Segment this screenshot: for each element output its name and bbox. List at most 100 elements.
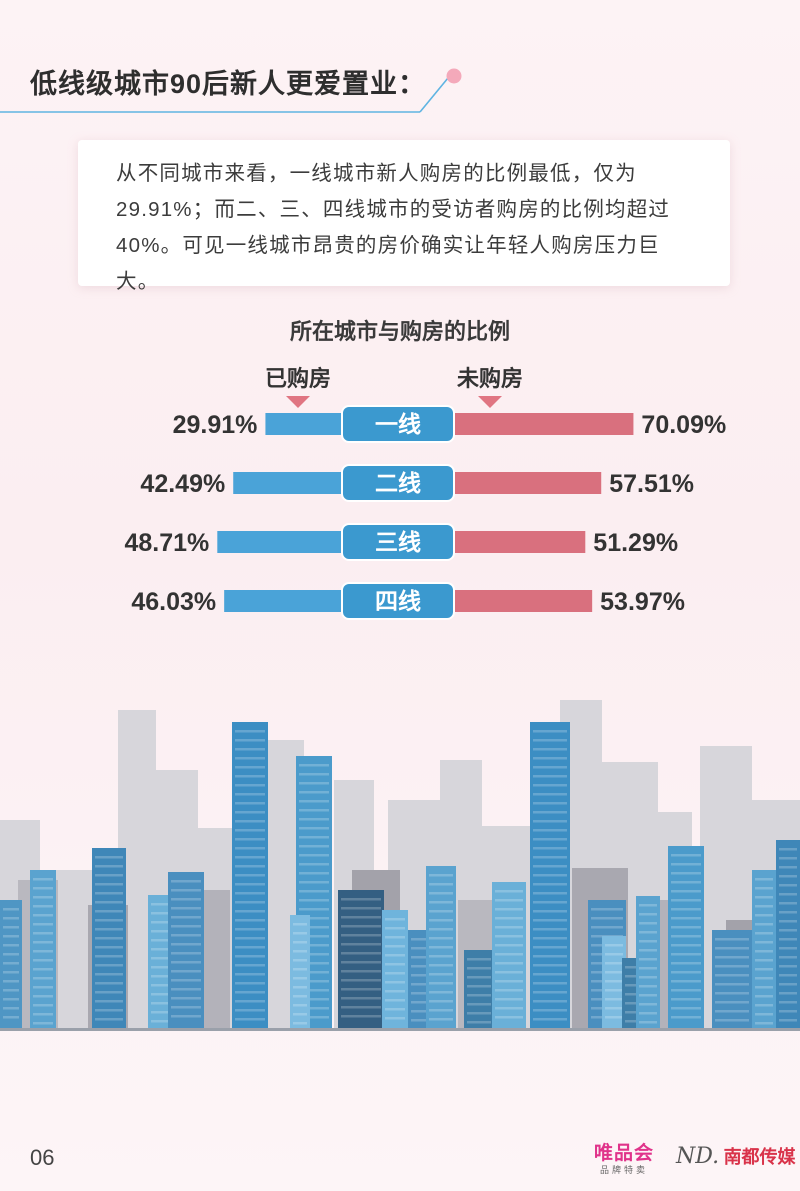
building-window: [33, 878, 53, 881]
building-window: [385, 1008, 405, 1011]
building-window: [533, 838, 567, 841]
building-window: [293, 941, 307, 944]
value-label-not-purchased: 57.51%: [609, 470, 694, 498]
value-label-not-purchased: 70.09%: [641, 411, 726, 439]
building-foreground: [426, 866, 456, 1028]
building-window: [33, 914, 53, 917]
building-window: [755, 914, 773, 917]
building-window: [235, 910, 265, 913]
value-label-not-purchased: 53.97%: [600, 588, 685, 616]
building-window: [755, 878, 773, 881]
building-window: [235, 784, 265, 787]
building-window: [33, 923, 53, 926]
building-window: [95, 928, 123, 931]
building-window: [293, 959, 307, 962]
building-window: [95, 856, 123, 859]
building-window: [495, 899, 523, 902]
building-window: [671, 1007, 701, 1010]
building-window: [533, 748, 567, 751]
building-foreground: [382, 910, 408, 1028]
building-window: [293, 950, 307, 953]
building-window: [495, 971, 523, 974]
building-window: [533, 784, 567, 787]
bar-not-purchased: [454, 472, 602, 494]
page-title: 低线级城市90后新人更爱置业：: [30, 69, 427, 99]
building-window: [33, 959, 53, 962]
building-window: [385, 1017, 405, 1020]
building-window: [171, 880, 201, 883]
building-window: [533, 802, 567, 805]
page-header: 低线级城市90后新人更爱置业：: [0, 0, 800, 130]
intro-box: 从不同城市来看，一线城市新人购房的比例最低，仅为29.91%；而二、三、四线城市…: [78, 140, 730, 293]
building-window: [495, 890, 523, 893]
building-window: [341, 1006, 381, 1009]
building-window: [429, 919, 453, 922]
building-window: [605, 962, 623, 965]
building-window: [95, 865, 123, 868]
building-window: [429, 883, 453, 886]
building-window: [385, 927, 405, 930]
building-window: [605, 971, 623, 974]
building-foreground: [668, 846, 704, 1028]
building-window: [715, 1010, 749, 1013]
building-window: [95, 892, 123, 895]
building-window: [533, 892, 567, 895]
building-window: [299, 773, 329, 776]
building-foreground: [30, 870, 56, 1028]
building-window: [495, 989, 523, 992]
category-label: 一线: [375, 411, 421, 437]
building-window: [533, 964, 567, 967]
header-decoration: [0, 68, 462, 113]
building-window: [639, 1003, 657, 1006]
building-window: [171, 997, 201, 1000]
building-window: [639, 913, 657, 916]
building-window: [467, 1021, 491, 1024]
building-window: [299, 836, 329, 839]
value-label-purchased: 29.91%: [173, 411, 258, 439]
vip-logo-tagline: 品牌特卖: [600, 1165, 649, 1175]
building-window: [779, 866, 797, 869]
value-label-purchased: 46.03%: [131, 588, 216, 616]
building-window: [755, 905, 773, 908]
building-window: [429, 964, 453, 967]
value-label-purchased: 42.49%: [140, 470, 225, 498]
building-window: [341, 907, 381, 910]
building-window: [385, 972, 405, 975]
building-window: [341, 943, 381, 946]
building-window: [151, 957, 171, 960]
building-window: [715, 947, 749, 950]
building-window: [33, 1022, 53, 1025]
building-window: [429, 982, 453, 985]
legend-purchased: 已购房: [238, 361, 358, 408]
building-window: [95, 883, 123, 886]
building-window: [95, 1000, 123, 1003]
building-window: [639, 1012, 657, 1015]
building-window: [341, 934, 381, 937]
building-window: [235, 982, 265, 985]
building-window: [33, 887, 53, 890]
building-window: [171, 916, 201, 919]
building-window: [591, 917, 623, 920]
building-window: [411, 956, 433, 959]
building-window: [605, 989, 623, 992]
building-foreground: [168, 872, 204, 1028]
building-window: [235, 757, 265, 760]
building-window: [235, 847, 265, 850]
building-window: [235, 964, 265, 967]
building-window: [779, 1001, 797, 1004]
building-window: [299, 1007, 329, 1010]
building-window: [411, 965, 433, 968]
building-window: [671, 980, 701, 983]
building-window: [171, 907, 201, 910]
bar-purchased: [265, 413, 342, 435]
building-window: [467, 994, 491, 997]
bar-purchased: [224, 590, 342, 612]
building-window: [755, 968, 773, 971]
building-window: [235, 892, 265, 895]
building-window: [533, 973, 567, 976]
building-window: [533, 910, 567, 913]
building-window: [639, 931, 657, 934]
building-window: [639, 994, 657, 997]
building-window: [95, 874, 123, 877]
